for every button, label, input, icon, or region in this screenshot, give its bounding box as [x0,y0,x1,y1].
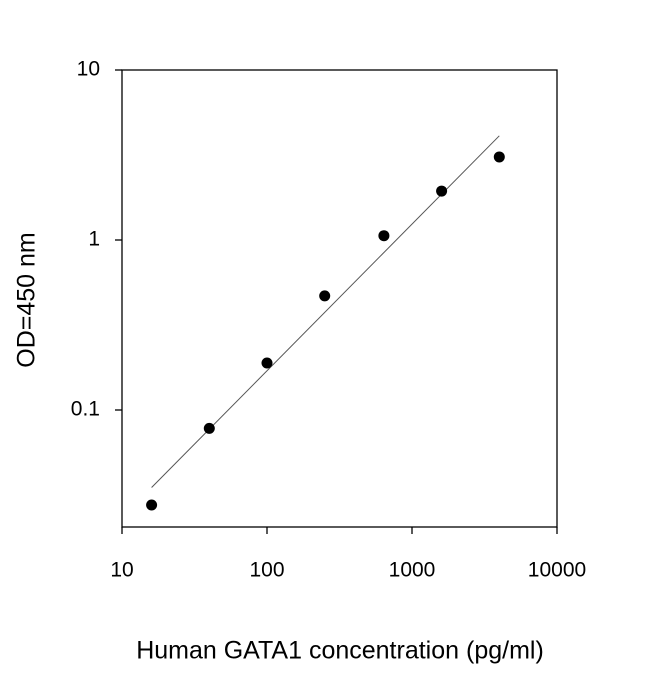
x-tick-label: 100 [249,559,284,582]
data-point [436,185,448,197]
plot-frame [121,69,558,528]
x-tick-label: 10000 [528,559,586,582]
data-point [146,499,158,511]
x-axis-label: Human GATA1 concentration (pg/ml) [136,637,544,665]
y-tick-label: 10 [77,58,100,81]
data-point [203,422,215,434]
y-tick-label: 1 [88,228,100,251]
fit-line [151,135,500,488]
data-point [493,151,505,163]
data-point [261,357,273,369]
data-point [319,290,331,302]
y-axis-label: OD=450 nm [13,232,41,368]
x-tick-label: 10 [110,559,133,582]
data-point [378,230,390,242]
y-tick-label: 0.1 [71,398,100,421]
x-tick-label: 1000 [389,559,436,582]
